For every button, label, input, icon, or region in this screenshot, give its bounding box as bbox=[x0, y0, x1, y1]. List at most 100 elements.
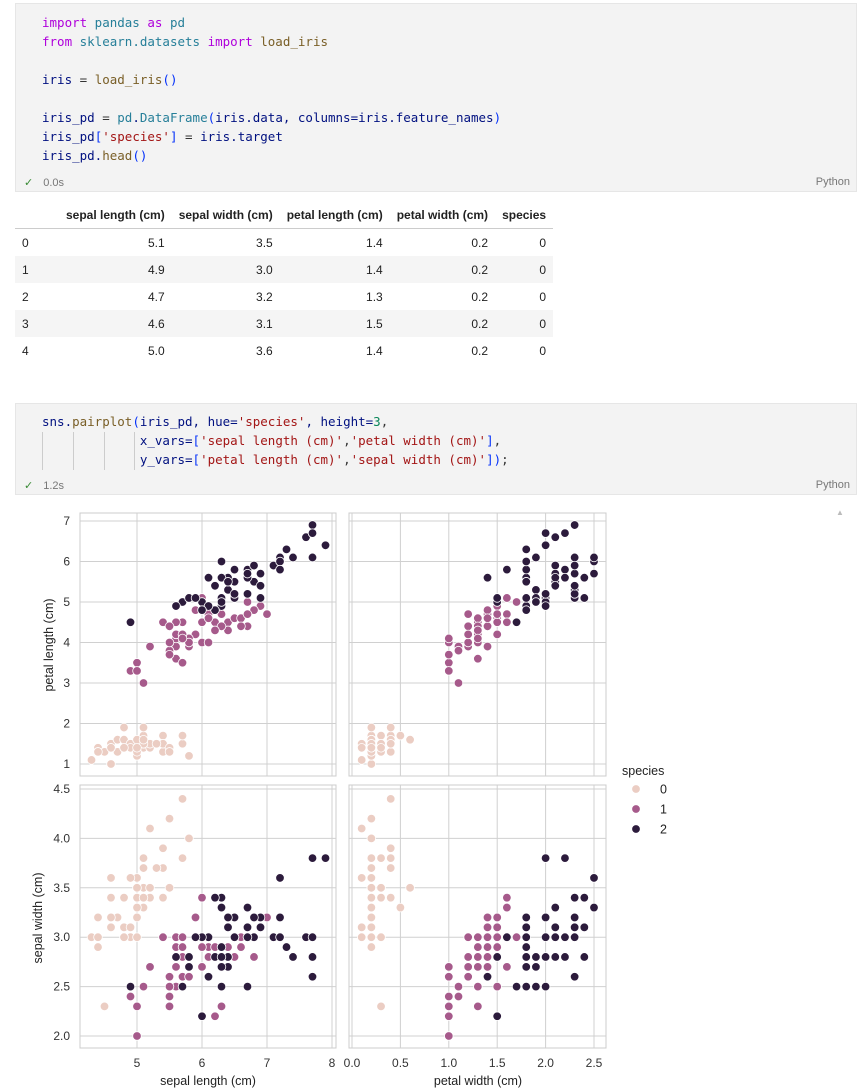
data-point-species-2 bbox=[531, 597, 541, 607]
data-point-species-2 bbox=[531, 952, 541, 962]
row-index: 3 bbox=[15, 310, 59, 337]
data-point-species-1 bbox=[473, 625, 483, 636]
data-point-species-1 bbox=[463, 932, 473, 942]
x-tick-label: 5 bbox=[134, 1056, 141, 1070]
code-cell-2[interactable]: sns.pairplot(iris_pd, hue='species', hei… bbox=[15, 403, 857, 495]
data-point-species-0 bbox=[106, 743, 116, 753]
data-point-species-0 bbox=[93, 932, 103, 942]
data-point-species-0 bbox=[376, 730, 386, 741]
data-point-species-1 bbox=[177, 942, 188, 952]
data-point-species-2 bbox=[521, 922, 531, 933]
code-token: ( bbox=[132, 414, 140, 429]
data-point-species-2 bbox=[589, 873, 599, 883]
data-point-species-0 bbox=[93, 942, 103, 952]
data-point-species-0 bbox=[93, 747, 103, 757]
data-point-species-1 bbox=[473, 981, 483, 992]
scroll-up-arrow[interactable]: ▲ bbox=[836, 508, 844, 517]
data-point-species-1 bbox=[242, 597, 253, 607]
data-point-species-2 bbox=[560, 573, 570, 583]
data-point-species-2 bbox=[569, 922, 580, 933]
data-point-species-1 bbox=[444, 633, 454, 644]
column-header: species bbox=[495, 201, 554, 229]
code-token: x_vars= bbox=[139, 433, 193, 448]
data-point-species-2 bbox=[307, 952, 318, 962]
data-point-species-2 bbox=[560, 528, 570, 538]
execution-time: 0.0s bbox=[43, 177, 65, 189]
data-point-species-2 bbox=[216, 902, 227, 913]
data-point-species-2 bbox=[288, 952, 298, 962]
data-point-species-2 bbox=[531, 585, 541, 595]
data-point-species-0 bbox=[119, 743, 129, 753]
data-point-species-1 bbox=[473, 1001, 483, 1012]
data-point-species-1 bbox=[492, 609, 502, 619]
data-point-species-2 bbox=[255, 922, 266, 933]
data-point-species-2 bbox=[560, 932, 570, 942]
x-tick-label: 0.5 bbox=[392, 1056, 409, 1070]
data-point-species-1 bbox=[177, 658, 188, 668]
data-point-species-1 bbox=[482, 962, 493, 972]
data-point-species-1 bbox=[197, 942, 207, 952]
row-index: 4 bbox=[22, 343, 29, 358]
code-token: pd bbox=[117, 110, 133, 125]
data-point-species-1 bbox=[236, 942, 246, 952]
code-token: 'petal width (cm)' bbox=[350, 433, 487, 448]
data-point-species-2 bbox=[307, 528, 318, 538]
language-label[interactable]: Python bbox=[815, 176, 850, 188]
data-point-species-0 bbox=[376, 1001, 386, 1012]
code-cell-1[interactable]: import pandas as pd from sklearn.datasets… bbox=[15, 3, 857, 192]
execution-time: 1.2s bbox=[43, 480, 65, 492]
data-point-species-0 bbox=[366, 932, 377, 942]
data-point-species-0 bbox=[184, 751, 194, 761]
data-point-species-1 bbox=[453, 645, 464, 656]
table-cell: 3.1 bbox=[171, 310, 280, 337]
y-tick-label: 3.5 bbox=[53, 881, 70, 895]
language-label[interactable]: Python bbox=[815, 479, 850, 491]
table-cell: 0 bbox=[539, 235, 547, 250]
code-token: iris bbox=[42, 72, 73, 87]
data-point-species-2 bbox=[171, 601, 181, 611]
x-tick-label: 2.5 bbox=[586, 1056, 603, 1070]
data-point-species-1 bbox=[463, 952, 473, 962]
data-point-species-2 bbox=[229, 932, 240, 942]
data-point-species-1 bbox=[216, 1001, 227, 1012]
data-point-species-1 bbox=[473, 613, 483, 623]
data-point-species-0 bbox=[158, 730, 168, 741]
data-point-species-0 bbox=[106, 922, 116, 933]
data-point-species-1 bbox=[138, 678, 149, 688]
data-point-species-2 bbox=[569, 568, 580, 579]
data-point-species-1 bbox=[482, 641, 493, 652]
data-point-species-1 bbox=[236, 621, 246, 632]
code-editor[interactable]: sns.pairplot(iris_pd, hue='species', hei… bbox=[42, 412, 509, 469]
data-point-species-1 bbox=[453, 678, 464, 688]
data-point-species-2 bbox=[521, 981, 531, 992]
execution-status: ✓ 1.2s bbox=[24, 479, 64, 492]
data-point-species-2 bbox=[275, 564, 285, 575]
data-point-species-2 bbox=[255, 593, 266, 603]
data-point-species-2 bbox=[171, 952, 181, 962]
data-point-species-0 bbox=[405, 883, 415, 893]
data-point-species-0 bbox=[366, 743, 377, 753]
data-point-species-1 bbox=[197, 962, 207, 972]
table-cell: 4.9 bbox=[59, 256, 172, 283]
data-point-species-2 bbox=[521, 544, 531, 555]
data-point-species-0 bbox=[158, 843, 168, 853]
code-token: ) bbox=[493, 452, 502, 467]
code-editor[interactable]: import pandas as pd from sklearn.datasets… bbox=[42, 13, 501, 165]
data-point-species-1 bbox=[482, 922, 493, 933]
data-point-species-1 bbox=[482, 621, 493, 632]
data-point-species-2 bbox=[190, 932, 201, 942]
data-point-species-2 bbox=[540, 912, 551, 923]
data-point-species-0 bbox=[366, 813, 377, 824]
data-point-species-1 bbox=[444, 649, 454, 660]
data-point-species-1 bbox=[444, 1031, 454, 1041]
data-point-species-0 bbox=[184, 833, 194, 844]
data-point-species-1 bbox=[492, 981, 502, 992]
table-row: 1 4.9 3.0 1.4 0.2 0 bbox=[15, 256, 554, 283]
legend-marker bbox=[631, 804, 641, 814]
code-line: sns.pairplot(iris_pd, hue='species', hei… bbox=[42, 412, 509, 431]
data-point-species-1 bbox=[492, 617, 502, 627]
table-cell: 0 bbox=[539, 343, 547, 358]
data-point-species-0 bbox=[395, 730, 406, 741]
data-point-species-2 bbox=[275, 932, 285, 942]
code-line: y_vars=['petal length (cm)','sepal width… bbox=[42, 450, 509, 469]
